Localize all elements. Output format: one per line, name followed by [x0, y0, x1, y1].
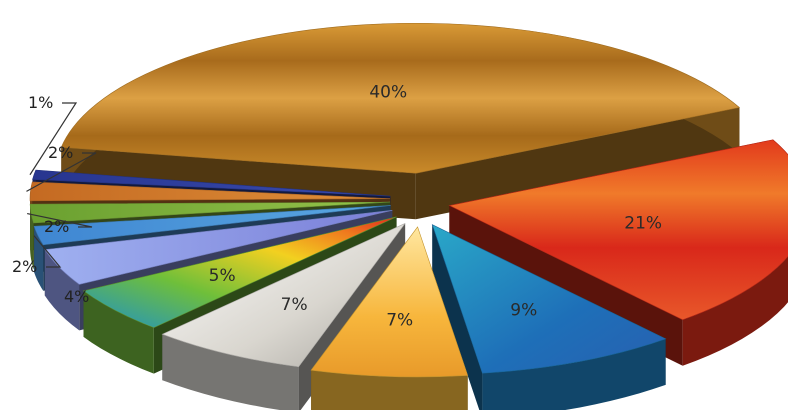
pie-labels: 40% 21% 9% 7% 7% 5%	[209, 83, 662, 331]
slice-rim	[682, 139, 788, 366]
slice-callout-label: 2%	[12, 257, 37, 276]
slice-top	[60, 22, 741, 174]
slice-value-label: 21%	[624, 213, 662, 233]
slice-top	[161, 223, 406, 368]
slice-rim	[162, 334, 299, 410]
slice-wall	[44, 210, 393, 296]
slice-top	[33, 205, 391, 246]
slice-rim	[34, 226, 44, 291]
slice-value-label: 5%	[209, 266, 236, 286]
slice-callout-label: 2%	[44, 217, 69, 236]
slice-value-label: 40%	[369, 83, 407, 103]
slice-top	[310, 226, 469, 378]
slice-wall	[432, 224, 483, 410]
slice-value-label: 7%	[386, 311, 413, 331]
slice-top	[82, 216, 397, 328]
slice-value-label: 7%	[281, 295, 308, 315]
callout-line	[26, 152, 97, 192]
callout-line	[33, 235, 62, 268]
slice-value-label: 9%	[510, 300, 537, 320]
slice-rim	[44, 249, 80, 331]
pie-slice	[431, 224, 667, 410]
slice-top	[29, 181, 391, 202]
slice-callout-label: 2%	[48, 143, 73, 162]
slice-rim	[482, 338, 666, 410]
callout-line	[29, 102, 78, 176]
slice-top	[448, 139, 788, 321]
slice-rim	[311, 370, 468, 410]
slice-top	[29, 201, 391, 224]
pie-slice	[310, 226, 469, 410]
slice-wall	[415, 107, 740, 220]
slice-callout-label: 1%	[28, 93, 53, 112]
slice-top	[32, 169, 391, 197]
slice-rim	[83, 290, 154, 374]
pie-slices	[29, 22, 788, 410]
slice-callout-label: 4%	[64, 287, 89, 306]
slice-top	[431, 224, 667, 374]
pie-callouts: 1% 2% 2% 2% 4%	[12, 93, 97, 306]
pie-slice	[448, 139, 788, 366]
callout-line	[27, 212, 93, 228]
